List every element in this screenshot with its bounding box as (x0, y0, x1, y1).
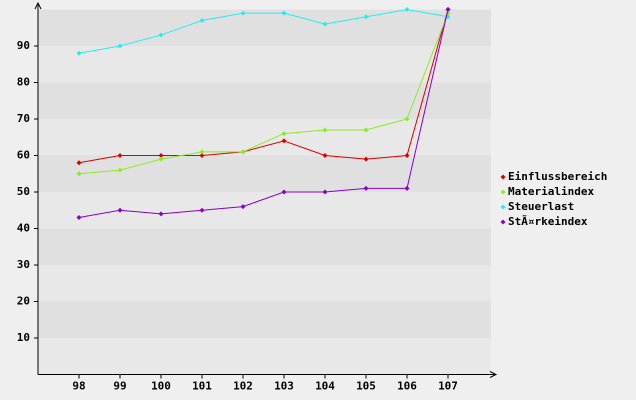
x-tick-label: 102 (233, 380, 253, 393)
x-tick-label: 99 (113, 380, 126, 393)
legend-label: StÃ¤rkeindex (508, 215, 588, 228)
point (199, 207, 205, 213)
y-tick-label: 50 (17, 185, 30, 198)
grid-band (38, 301, 491, 338)
x-axis-arrow (489, 371, 498, 378)
y-tick-label: 90 (17, 39, 30, 52)
point (363, 185, 369, 191)
point (363, 156, 369, 162)
series-line (78, 9, 449, 164)
point (158, 211, 164, 217)
grid-band (38, 82, 491, 119)
x-tick-label: 107 (438, 380, 458, 393)
x-tick-label: 101 (192, 380, 212, 393)
point (404, 116, 410, 122)
point (404, 7, 410, 12)
x-tick-label: 104 (315, 380, 335, 393)
point (281, 131, 287, 137)
point (199, 153, 205, 158)
legend-label: Materialindex (508, 185, 594, 198)
grid-band (38, 192, 491, 229)
grid-band (38, 119, 491, 156)
point (240, 204, 246, 210)
point (322, 21, 328, 27)
point (445, 7, 451, 12)
point (76, 215, 82, 221)
x-tick-label: 100 (151, 380, 171, 393)
x-tick-label: 105 (356, 380, 376, 393)
point (117, 43, 123, 49)
y-tick-label: 70 (17, 112, 30, 125)
point (363, 14, 369, 20)
series-line (78, 8, 449, 54)
legend-marker (500, 189, 506, 195)
point (117, 153, 123, 158)
point (281, 10, 287, 16)
grid-band (38, 338, 491, 375)
point (158, 156, 164, 162)
point (117, 167, 123, 173)
x-tick-label: 103 (274, 380, 294, 393)
x-tick-label: 106 (397, 380, 417, 393)
point (199, 17, 205, 23)
series-line (78, 12, 449, 175)
point (404, 153, 410, 158)
point (363, 127, 369, 133)
legend-label: Einflussbereich (508, 170, 607, 183)
point (240, 149, 246, 155)
y-tick-label: 20 (17, 295, 30, 308)
legend-marker (500, 204, 506, 210)
legend-label: Steuerlast (508, 200, 574, 213)
grid-band (38, 265, 491, 302)
legend-marker (500, 174, 506, 180)
legend-marker (500, 219, 506, 225)
grid-band (38, 228, 491, 265)
grid-band (38, 46, 491, 83)
point (322, 189, 328, 195)
point (76, 50, 82, 56)
grid-band (38, 155, 491, 192)
point (76, 171, 82, 177)
point (158, 153, 164, 158)
grid-band (38, 9, 491, 46)
point (322, 153, 328, 158)
point (76, 160, 82, 166)
x-tick-label: 98 (72, 380, 85, 393)
point (281, 189, 287, 195)
point (404, 185, 410, 191)
y-tick-label: 10 (17, 331, 30, 344)
y-tick-label: 80 (17, 76, 30, 89)
y-axis-arrow (34, 1, 42, 10)
point (199, 149, 205, 155)
point (281, 138, 287, 144)
series-line (78, 9, 449, 219)
y-tick-label: 40 (17, 222, 30, 235)
point (322, 127, 328, 133)
y-tick-label: 60 (17, 149, 30, 162)
point (158, 32, 164, 38)
y-tick-label: 30 (17, 258, 30, 271)
point (117, 207, 123, 213)
point (240, 10, 246, 16)
